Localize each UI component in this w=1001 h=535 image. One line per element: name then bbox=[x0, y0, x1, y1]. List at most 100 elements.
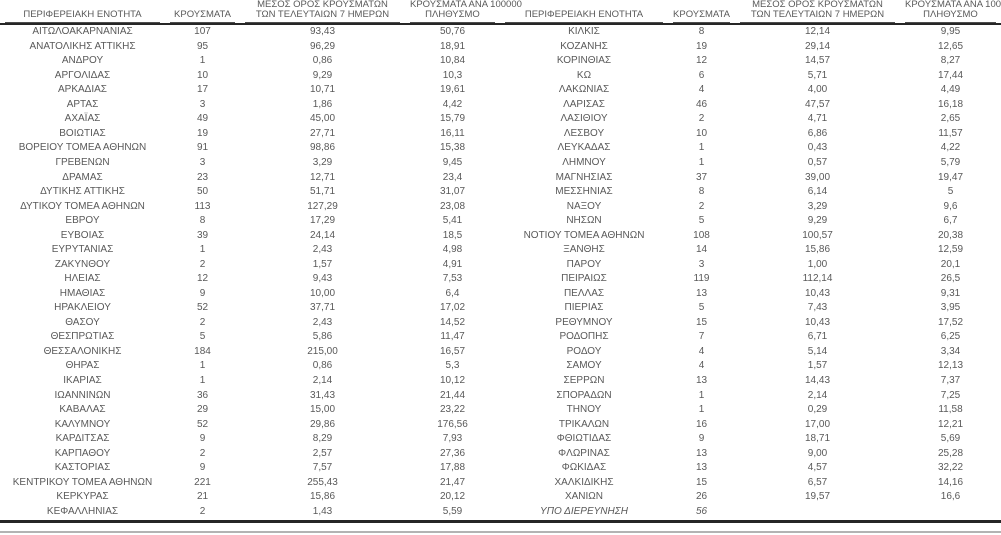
table-row: ΑΙΤΩΛΟΑΚΑΡΝΑΝΙΑΣ 107 93,43 50,76 ΚΙΛΚΙΣ 8 12,1… bbox=[0, 24, 1001, 40]
cell-avg7day: 5,86 bbox=[312, 331, 333, 343]
table-row: ΔΥΤΙΚΗΣ ΑΤΤΙΚΗΣ 50 51,71 31,07 ΜΕΣΣΗΝΙΑΣ 8 6,1… bbox=[0, 185, 1001, 200]
cell-per100k: 4,98 bbox=[442, 244, 463, 256]
cell-avg7day: 0,57 bbox=[807, 157, 828, 168]
cell-region: ΣΑΜΟΥ bbox=[566, 360, 602, 372]
cell-cases: 5 bbox=[698, 215, 705, 227]
cell-per100k: 4,42 bbox=[442, 98, 463, 110]
cell-cases: 8 bbox=[199, 215, 206, 227]
table-row: ΘΕΣΣΑΛΟΝΙΚΗΣ 184 215,00 16,57 ΡΟΔΟΥ 4 5,14 3,34 bbox=[0, 345, 1001, 360]
cell-region: ΚΟΖΑΝΗΣ bbox=[560, 40, 608, 52]
cell-avg7day: 14,57 bbox=[804, 55, 831, 67]
cell-avg7day: 93,43 bbox=[309, 25, 336, 37]
cell-avg7day: 29,14 bbox=[804, 40, 831, 52]
cell-avg7day: 215,00 bbox=[307, 345, 338, 357]
cell-per100k: 17,44 bbox=[937, 69, 964, 81]
cell-region: ΛΑΡΙΣΑΣ bbox=[563, 98, 605, 110]
cell-region: ΗΡΑΚΛΕΙΟΥ bbox=[54, 302, 111, 314]
cell-cases: 1 bbox=[199, 244, 206, 256]
cell-avg7day: 0,29 bbox=[807, 404, 828, 416]
cell-avg7day: 10,00 bbox=[309, 287, 336, 299]
table-row: ΙΩΑΝΝΙΝΩΝ 36 31,43 21,44 ΣΠΟΡΑΔΩΝ 1 2,14 7,25 bbox=[0, 388, 1001, 403]
cell-region: ΣΕΡΡΩΝ bbox=[563, 374, 605, 386]
cell-avg7day: 1,86 bbox=[312, 98, 333, 110]
cell-region: ΦΛΩΡΙΝΑΣ bbox=[558, 447, 610, 459]
cell-region: ΜΕΣΣΗΝΙΑΣ bbox=[555, 186, 613, 198]
cell-cases: 3 bbox=[698, 258, 705, 270]
cell-avg7day: 3,29 bbox=[807, 200, 828, 212]
cell-region: ΛΗΜΝΟΥ bbox=[562, 157, 606, 168]
cell-avg7day: 96,29 bbox=[309, 40, 336, 52]
cell-region: ΝΟΤΙΟΥ ΤΟΜΕΑ ΑΘΗΝΩΝ bbox=[523, 229, 645, 241]
header-label: ΠΛΗΘΥΣΜΟ bbox=[923, 9, 978, 21]
cell-cases: 4 bbox=[698, 360, 705, 372]
cell-cases: 2 bbox=[199, 447, 206, 459]
header-label: ΜΕΣΟΣ ΟΡΟΣ ΚΡΟΥΣΜΑΤΩΝ bbox=[752, 0, 883, 10]
cell-per100k: 5,3 bbox=[445, 360, 460, 372]
cell-per100k: 17,52 bbox=[937, 316, 964, 328]
cell-cases: 1 bbox=[199, 374, 206, 386]
cell-avg7day: 5,71 bbox=[807, 69, 828, 81]
cell-region: ΡΟΔΟΠΗΣ bbox=[559, 331, 609, 343]
cell-avg7day: 1,57 bbox=[312, 258, 333, 270]
cell-region: ΚΕΦΑΛΛΗΝΙΑΣ bbox=[0, 504, 165, 524]
cell-region: ΘΕΣΠΡΩΤΙΑΣ bbox=[50, 331, 115, 343]
cell-region: ΙΩΑΝΝΙΝΩΝ bbox=[54, 389, 111, 401]
table-row: ΗΛΕΙΑΣ 12 9,43 7,53 ΠΕΙΡΑΙΩΣ 119 112,14 26,5 bbox=[0, 272, 1001, 287]
cell-per100k: 11,57 bbox=[938, 127, 963, 139]
cell-per100k: 7,37 bbox=[940, 374, 961, 386]
cell-region: ΕΥΡΥΤΑΝΙΑΣ bbox=[51, 244, 114, 256]
cell-cases: 56 bbox=[668, 504, 735, 524]
table-row: ΗΡΑΚΛΕΙΟΥ 52 37,71 17,02 ΠΙΕΡΙΑΣ 5 7,43 3,95 bbox=[0, 301, 1001, 316]
cell-per100k: 26,5 bbox=[940, 273, 961, 285]
cell-cases: 39 bbox=[196, 229, 209, 241]
cell-region: ΠΕΙΡΑΙΩΣ bbox=[561, 273, 607, 285]
cell-avg7day: 19,57 bbox=[804, 491, 831, 503]
cell-per100k: 5 bbox=[947, 186, 954, 198]
cell-per100k: 5,41 bbox=[442, 215, 463, 227]
cell-avg7day: 15,00 bbox=[309, 404, 336, 416]
cell-cases: 52 bbox=[196, 418, 209, 430]
cell-per100k: 15,79 bbox=[439, 113, 466, 125]
cell-avg7day: 2,57 bbox=[312, 447, 333, 459]
cell-per100k: 12,13 bbox=[937, 360, 964, 372]
cell-per100k: 16,18 bbox=[937, 98, 964, 110]
cell-avg7day: 31,43 bbox=[309, 389, 336, 401]
cell-avg7day: 255,43 bbox=[307, 476, 338, 488]
cell-cases: 91 bbox=[196, 142, 209, 154]
cell-region: ΑΝΔΡΟΥ bbox=[61, 55, 104, 67]
cell-per100k bbox=[900, 504, 1001, 524]
cell-avg7day: 14,43 bbox=[804, 374, 831, 386]
cell-per100k: 9,6 bbox=[943, 200, 958, 212]
cell-per100k: 5,79 bbox=[940, 157, 961, 168]
cell-region: ΚΩ bbox=[576, 69, 592, 81]
header-label: ΤΩΝ ΤΕΛΕΥΤΑΙΩΝ 7 ΗΜΕΡΩΝ bbox=[255, 9, 390, 21]
cell-per100k: 12,59 bbox=[937, 244, 964, 256]
cell-cases: 13 bbox=[695, 374, 708, 386]
cell-region: ΞΑΝΘΗΣ bbox=[563, 244, 605, 256]
cell-cases: 36 bbox=[196, 389, 209, 401]
cell-region: ΘΕΣΣΑΛΟΝΙΚΗΣ bbox=[43, 345, 122, 357]
cell-per100k: 7,53 bbox=[442, 273, 463, 285]
header-label: ΚΡΟΥΣΜΑΤΑ bbox=[673, 9, 730, 21]
cell-per100k: 10,84 bbox=[439, 55, 466, 67]
cell-region: ΧΑΝΙΩΝ bbox=[564, 491, 604, 503]
cell-cases: 23 bbox=[196, 171, 209, 183]
cell-per100k: 23,22 bbox=[439, 404, 466, 416]
cell-per100k: 7,25 bbox=[940, 389, 961, 401]
cell-avg7day: 1,57 bbox=[807, 360, 828, 372]
cell-avg7day: 6,57 bbox=[807, 476, 828, 488]
cell-region: ΚΟΡΙΝΘΙΑΣ bbox=[556, 55, 612, 67]
cell-cases: 6 bbox=[698, 69, 705, 81]
column-header-cases-right: ΚΡΟΥΣΜΑΤΑ bbox=[668, 0, 735, 25]
cell-per100k: 17,02 bbox=[439, 302, 466, 314]
cell-avg7day: 17,00 bbox=[804, 418, 831, 430]
cell-avg7day: 3,29 bbox=[312, 157, 333, 168]
cell-cases: 1 bbox=[698, 404, 705, 416]
cell-cases: 16 bbox=[695, 418, 708, 430]
cell-per100k: 19,61 bbox=[439, 84, 466, 96]
cell-avg7day: 12,71 bbox=[309, 171, 336, 183]
cell-region: ΑΝΑΤΟΛΙΚΗΣ ΑΤΤΙΚΗΣ bbox=[29, 40, 136, 52]
cell-per100k: 5,59 bbox=[405, 504, 500, 524]
cell-cases: 119 bbox=[693, 273, 710, 285]
cell-per100k: 16,57 bbox=[439, 345, 466, 357]
